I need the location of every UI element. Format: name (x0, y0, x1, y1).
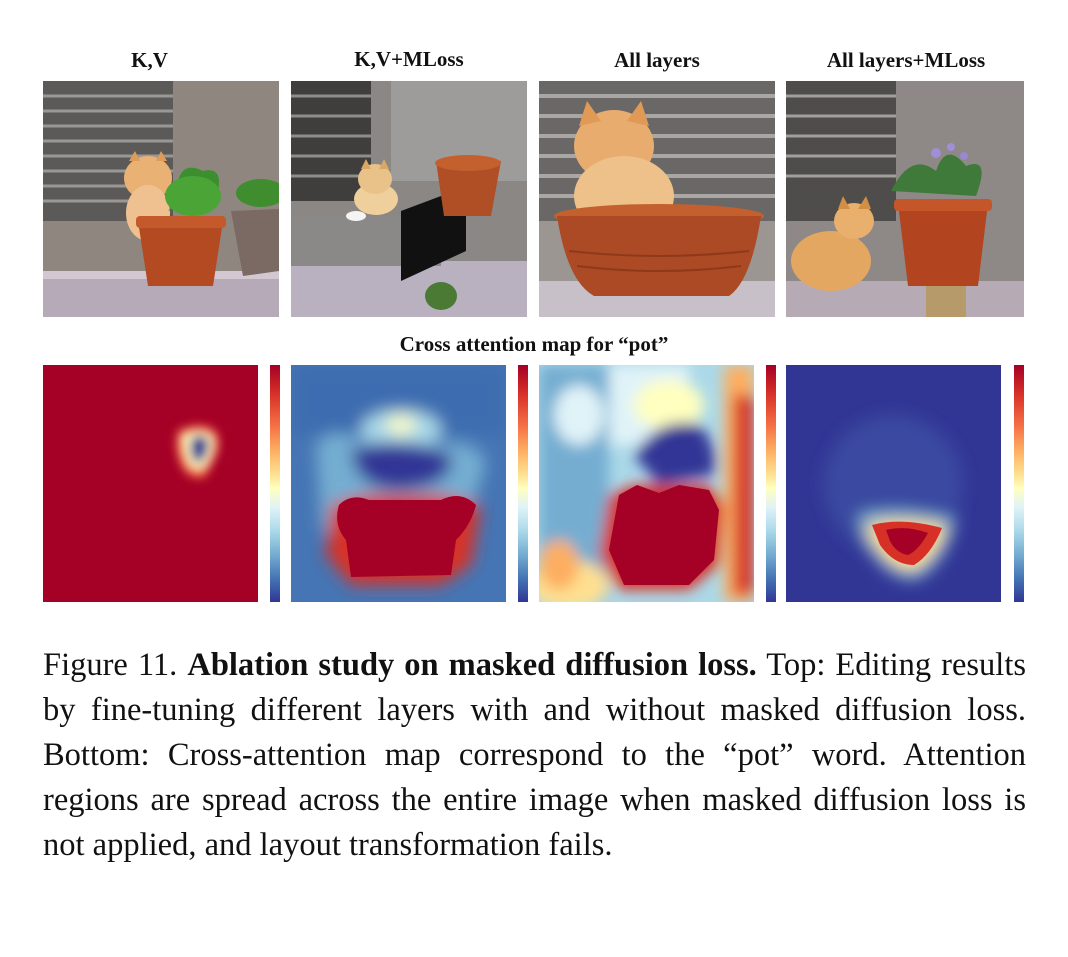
attention-map-kv-mloss (291, 365, 506, 602)
colorbar (518, 365, 528, 602)
attention-map-all-layers-mloss (786, 365, 1001, 602)
colorbar (1014, 365, 1024, 602)
result-image-kv-mloss (291, 81, 527, 317)
result-image-all-layers (539, 81, 775, 317)
caption-bold-title: Ablation study on masked diffusion loss. (187, 647, 757, 683)
column-title-all-layers-mloss: All layers+MLoss (826, 48, 986, 72)
colorbar (766, 365, 776, 602)
attention-map-kv (43, 365, 258, 602)
result-image-all-layers-mloss (786, 81, 1024, 317)
figure-caption: Figure 11. Ablation study on masked diff… (43, 643, 1026, 868)
attention-map-title: Cross attention map for “pot” (399, 332, 669, 356)
attention-map-all-layers (539, 365, 754, 602)
column-title-kv: K,V (131, 48, 168, 72)
figure-label: Figure 11. (43, 647, 178, 683)
colorbar (270, 365, 280, 602)
column-title-all-layers: All layers (614, 48, 700, 72)
caption-text: Top: Editing results by fine-tuning diff… (43, 647, 1026, 863)
result-image-kv (43, 81, 279, 317)
column-title-kv-mloss: K,V+MLoss (354, 47, 464, 71)
